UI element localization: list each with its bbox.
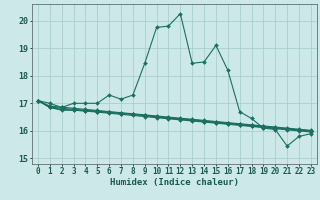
- X-axis label: Humidex (Indice chaleur): Humidex (Indice chaleur): [110, 178, 239, 187]
